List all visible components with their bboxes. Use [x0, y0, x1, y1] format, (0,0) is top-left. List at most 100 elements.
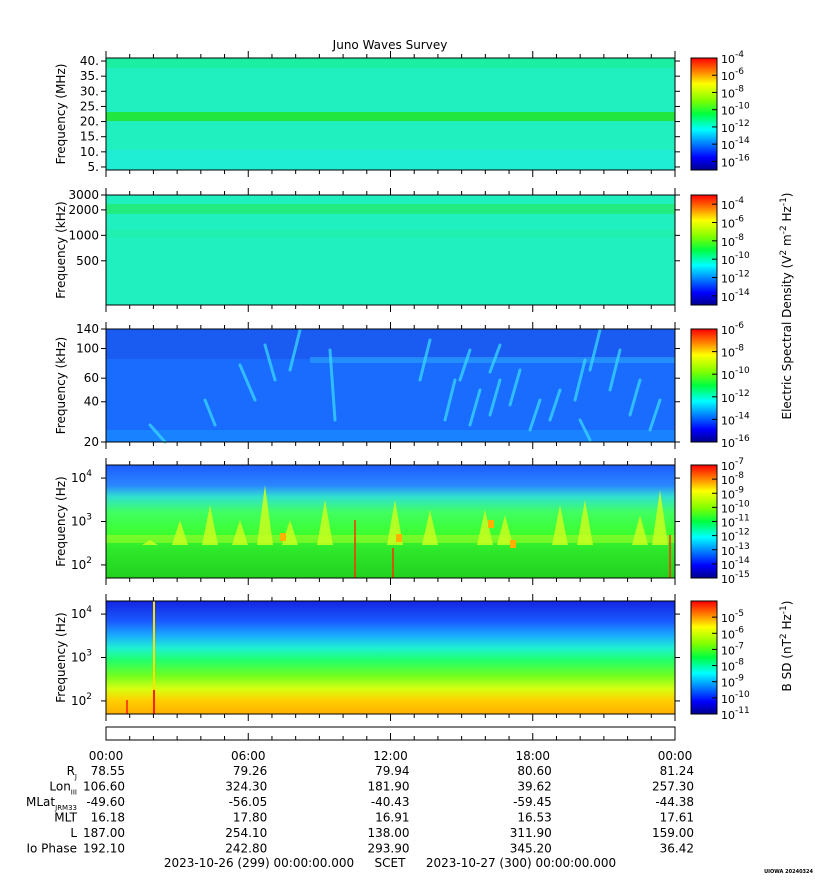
ephemeris-value: -44.38 — [655, 795, 694, 809]
emission-streak — [203, 398, 217, 427]
panel-4-colorbar-tick-label: 10-15 — [721, 570, 750, 586]
panel-1-ytick-label: 20. — [80, 115, 99, 129]
colorbar-label-magnetic: B SD (nT2 Hz-1) — [779, 601, 794, 692]
panel-3 — [105, 328, 676, 444]
emission-streak — [573, 358, 587, 402]
panel-1-ytick-label: 5. — [88, 160, 99, 174]
panel-1-ylabel: Frequency (MHz) — [54, 64, 68, 165]
time-label: 12:00 — [373, 749, 408, 763]
emission-streak — [458, 348, 472, 382]
panel-5-colorbar — [690, 600, 718, 715]
emission-peak — [317, 500, 333, 545]
panel-5-ytick-label: 103 — [71, 649, 92, 665]
emission-peak — [577, 500, 593, 545]
emission-peak — [387, 500, 403, 545]
panel-3-colorbar-tick-label: 10-12 — [721, 389, 750, 405]
ephemeris-value: 39.62 — [517, 780, 551, 794]
emission-peak — [172, 520, 188, 545]
panel-5-ytick-label: 102 — [71, 692, 92, 708]
panel-1-colorbar-tick-label: 10-14 — [721, 136, 750, 152]
time-label: 06:00 — [231, 749, 266, 763]
panel-2 — [105, 194, 676, 306]
panel-1-ytick-label: 35. — [80, 69, 99, 83]
panel-1-ytick-label: 40. — [80, 54, 99, 68]
panel-3-ytick-label: 100 — [76, 342, 99, 356]
panel-4-colorbar-tick-label: 10-13 — [721, 542, 750, 558]
panel-5-colorbar-tick-label: 10-11 — [721, 706, 750, 722]
chart-title: Juno Waves Survey — [332, 38, 448, 52]
panel-3-colorbar — [690, 328, 718, 443]
ephemeris-label: Io Phase — [26, 842, 77, 856]
emission-streak — [328, 348, 337, 422]
panel-2-colorbar — [690, 194, 718, 306]
panel-1-colorbar-tick-label: 10-4 — [721, 50, 744, 66]
time-label: 18:00 — [515, 749, 550, 763]
ephemeris-value: 16.91 — [375, 811, 409, 825]
time-range-end: 2023-10-27 (300) 00:00:00.000 — [426, 856, 616, 870]
panel-2-ytick-label: 2000 — [68, 203, 99, 217]
panel-2-colorbar-tick-label: 10-6 — [721, 215, 744, 231]
emission-streak — [528, 398, 542, 432]
ephemeris-value: 106.60 — [83, 780, 125, 794]
panel-5-spectrogram — [106, 601, 675, 714]
panel-2-colorbar-tick-label: 10-12 — [721, 270, 750, 286]
panel-2-colorbar-tick-label: 10-4 — [721, 196, 744, 212]
emission-streak — [628, 378, 642, 417]
panel-1-colorbar-tick-label: 10-6 — [721, 67, 744, 83]
ephemeris-value: 187.00 — [83, 826, 125, 840]
ephemeris-value: 181.90 — [368, 780, 410, 794]
panel-3-colorbar-tick-label: 10-8 — [721, 344, 744, 360]
panel-5-colorbar-tick-label: 10-7 — [721, 641, 744, 657]
emission-peak — [142, 540, 158, 545]
ephemeris-value: 311.90 — [510, 826, 552, 840]
panel-3-emission-streaks — [148, 328, 662, 444]
emission-peak — [202, 505, 218, 545]
ephemeris-value: -59.45 — [513, 795, 552, 809]
emission-streak — [418, 338, 432, 382]
panel-5-colorbar-tick-label: 10-6 — [721, 625, 744, 641]
ephemeris-table: RJ 78.55 79.26 79.94 80.60 81.24 LonIII 106.60 3… — [26, 764, 694, 856]
ephemeris-label: RJ — [67, 764, 77, 781]
panel-4-colorbar-tick-label: 10-10 — [721, 499, 750, 515]
panel-2-ytick-label: 1000 — [68, 228, 99, 242]
emission-streak — [468, 388, 482, 427]
ephemeris-value: 36.42 — [660, 842, 694, 856]
ephemeris-value: 16.18 — [91, 811, 125, 825]
emission-peak — [652, 490, 668, 545]
emission-streak — [148, 423, 167, 444]
panel-4-ytick-label: 102 — [71, 556, 92, 572]
panel-1-colorbar-tick-label: 10-10 — [721, 102, 750, 118]
emission-streak — [578, 418, 592, 442]
ephemeris-value: 293.90 — [368, 842, 410, 856]
emission-peak — [552, 505, 568, 545]
ephemeris-label: MLatJRM33 — [26, 795, 77, 812]
panel-2-colorbar-tick-label: 10-10 — [721, 251, 750, 267]
ephemeris-value: 138.00 — [368, 826, 410, 840]
emission-peak — [232, 520, 248, 545]
panel-2-ytick-label: 500 — [76, 254, 99, 268]
colorbars: 10-410-610-810-1010-1210-1410-1610-410-6… — [690, 50, 750, 722]
panel-1-ytick-label: 15. — [80, 130, 99, 144]
ephemeris-value: 79.26 — [233, 764, 267, 778]
panel-3-ytick-label: 40 — [84, 395, 99, 409]
panel-2-ylabel: Frequency (kHz) — [54, 201, 68, 298]
panel-4-colorbar-tick-label: 10-12 — [721, 528, 750, 544]
emission-streak — [608, 348, 622, 392]
ephemeris-label: MLT — [54, 811, 77, 825]
emission-peak — [497, 515, 513, 545]
ephemeris-value: 257.30 — [652, 780, 694, 794]
panel-1-colorbar — [690, 57, 718, 171]
emission-streak — [588, 328, 602, 372]
ephemeris-value: 159.00 — [652, 826, 694, 840]
emission-streak — [263, 343, 277, 382]
ephemeris-value: 192.10 — [83, 842, 125, 856]
time-range-start: 2023-10-26 (299) 00:00:00.000 — [164, 856, 354, 870]
panel-3-ylabel: Frequency (kHz) — [54, 337, 68, 434]
panel-3-colorbar-tick-label: 10-10 — [721, 366, 750, 382]
panel-5-colorbar-tick-label: 10-10 — [721, 690, 750, 706]
panel-5-colorbar-tick-label: 10-8 — [721, 658, 744, 674]
panel-4-ytick-label: 103 — [71, 513, 92, 529]
ephemeris-value: 324.30 — [225, 780, 267, 794]
ephemeris-value: 16.53 — [517, 811, 551, 825]
